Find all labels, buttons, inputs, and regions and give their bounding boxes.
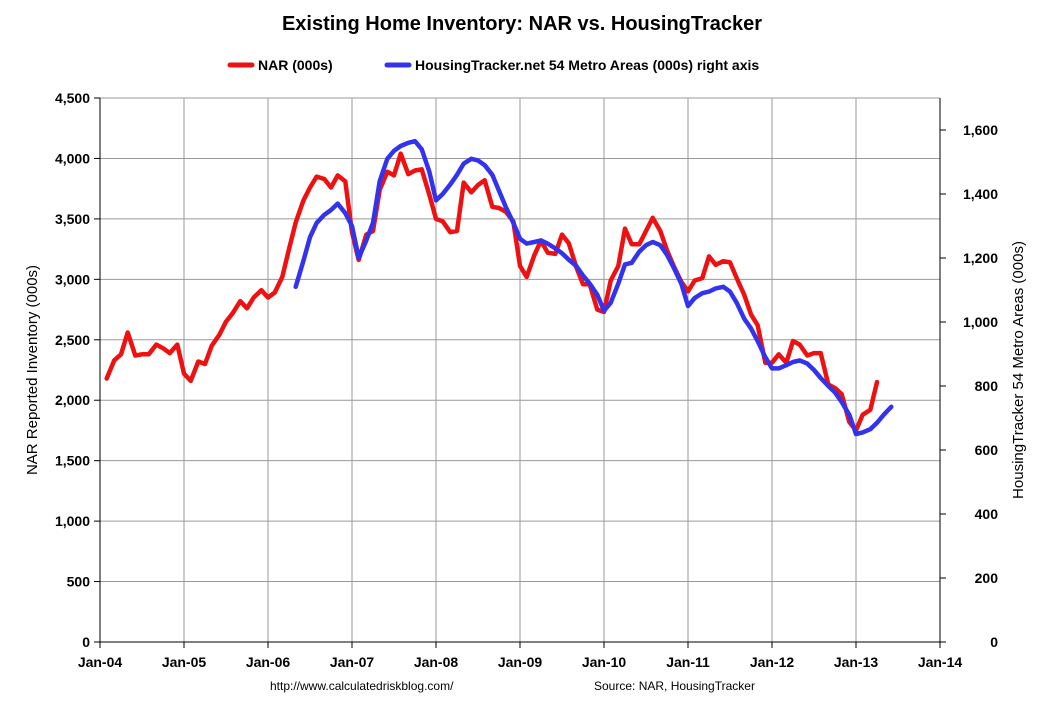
right-axis-label: HousingTracker 54 Metro Areas (000s) bbox=[1010, 241, 1027, 499]
left-tick-label: 1,500 bbox=[55, 453, 90, 469]
left-tick-label: 3,500 bbox=[55, 211, 90, 227]
x-tick-label: Jan-06 bbox=[246, 654, 291, 670]
x-tick-label: Jan-05 bbox=[162, 654, 207, 670]
x-tick-label: Jan-11 bbox=[666, 654, 710, 670]
axes: 0 500 1,000 1,500 2,000 2,500 3,000 3,500 4,000 4… bbox=[55, 90, 998, 670]
left-axis-label: NAR Reported Inventory (000s) bbox=[24, 265, 41, 475]
right-tick-label: 800 bbox=[975, 378, 999, 394]
series-lines bbox=[104, 138, 894, 437]
x-tick-label: Jan-10 bbox=[582, 654, 627, 670]
right-tick-label: 0 bbox=[990, 634, 998, 650]
footnote-source: Source: NAR, HousingTracker bbox=[594, 679, 755, 693]
left-tick-label: 0 bbox=[82, 634, 90, 650]
x-tick-label: Jan-08 bbox=[414, 654, 459, 670]
right-tick-label: 400 bbox=[975, 506, 999, 522]
x-tick-label: Jan-14 bbox=[918, 654, 963, 670]
x-tick-label: Jan-09 bbox=[498, 654, 543, 670]
series-line-nar bbox=[104, 151, 880, 433]
legend-label-nar: NAR (000s) bbox=[258, 57, 333, 73]
legend-label-housingtracker: HousingTracker.net 54 Metro Areas (000s)… bbox=[415, 57, 759, 73]
x-tick-label: Jan-04 bbox=[78, 654, 123, 670]
left-tick-label: 4,000 bbox=[55, 150, 90, 166]
right-tick-label: 1,000 bbox=[963, 314, 998, 330]
footnote-url: http://www.calculatedriskblog.com/ bbox=[270, 679, 454, 693]
x-tick-label: Jan-12 bbox=[750, 654, 795, 670]
right-tick-label: 1,200 bbox=[963, 250, 998, 266]
left-tick-label: 2,000 bbox=[55, 392, 90, 408]
gridlines bbox=[100, 97, 941, 642]
right-tick-label: 200 bbox=[975, 570, 999, 586]
right-tick-label: 1,600 bbox=[963, 122, 998, 138]
right-tick-label: 1,400 bbox=[963, 186, 998, 202]
x-tick-label: Jan-13 bbox=[834, 654, 879, 670]
left-tick-label: 3,000 bbox=[55, 271, 90, 287]
left-tick-label: 2,500 bbox=[55, 332, 90, 348]
right-tick-label: 600 bbox=[975, 442, 999, 458]
legend: NAR (000s) HousingTracker.net 54 Metro A… bbox=[227, 57, 759, 73]
chart-title: Existing Home Inventory: NAR vs. Housing… bbox=[282, 13, 762, 35]
left-tick-label: 500 bbox=[67, 574, 91, 590]
series-line-housingtracker bbox=[293, 138, 894, 437]
left-tick-label: 4,500 bbox=[55, 90, 90, 106]
left-tick-label: 1,000 bbox=[55, 513, 90, 529]
x-tick-label: Jan-07 bbox=[330, 654, 375, 670]
